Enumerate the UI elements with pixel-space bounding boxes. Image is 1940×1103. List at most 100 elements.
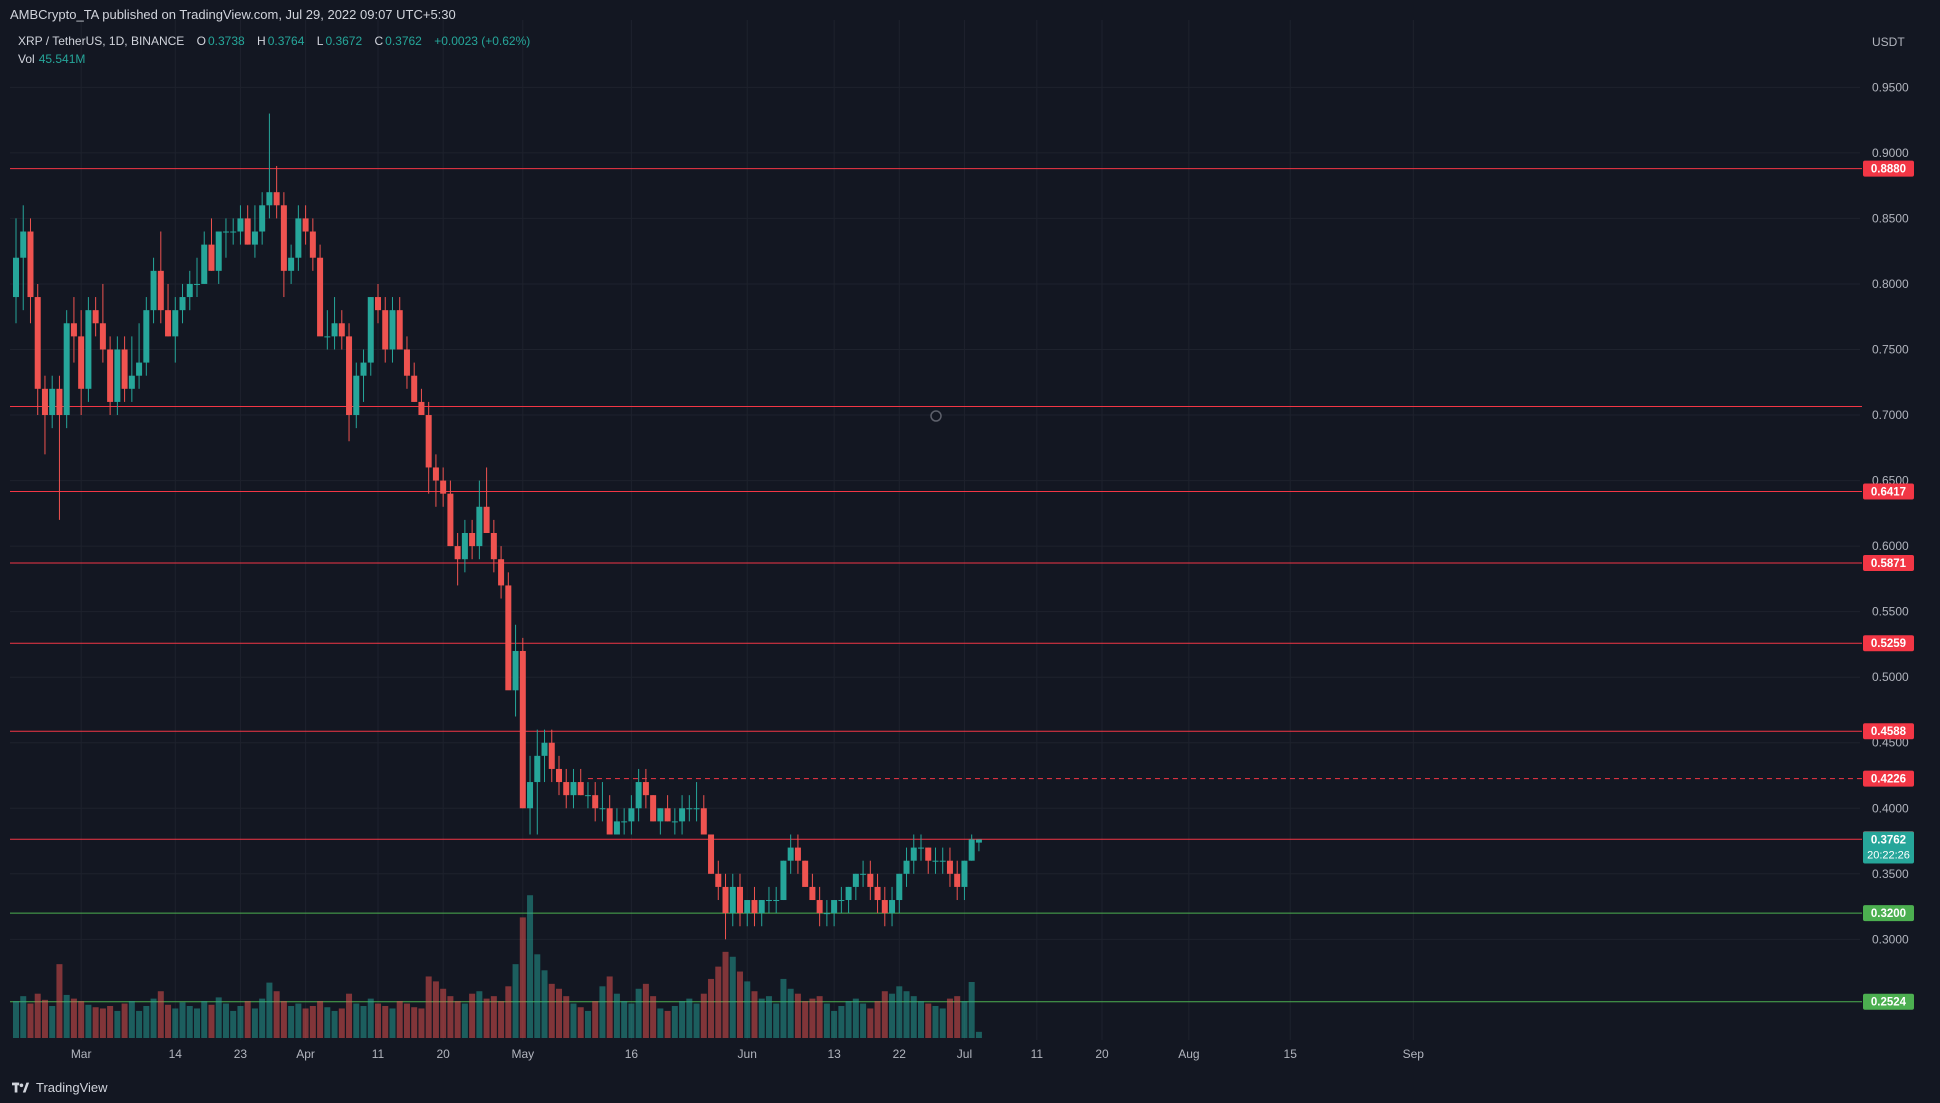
candle-body[interactable] <box>360 362 367 376</box>
candle-body[interactable] <box>309 231 316 258</box>
candle-body[interactable] <box>765 900 772 902</box>
candle-body[interactable] <box>418 401 425 416</box>
candle-body[interactable] <box>628 808 635 822</box>
candle-body[interactable] <box>946 860 953 874</box>
candle-body[interactable] <box>70 323 77 337</box>
candle-body[interactable] <box>671 821 678 823</box>
candle-body[interactable] <box>563 782 570 796</box>
candle-body[interactable] <box>592 795 599 809</box>
candle-body[interactable] <box>838 900 845 902</box>
candle-body[interactable] <box>295 218 302 258</box>
candle-body[interactable] <box>483 506 490 533</box>
candle-body[interactable] <box>375 297 381 311</box>
candle-body[interactable] <box>925 847 932 861</box>
candle-body[interactable] <box>737 886 743 914</box>
candle-body[interactable] <box>642 782 649 796</box>
candle-body[interactable] <box>664 808 671 822</box>
symbol-legend[interactable]: XRP / TetherUS, 1D, BINANCE O 0.3738 H 0.3… <box>18 34 539 48</box>
candle-body[interactable] <box>679 808 686 822</box>
candle-body[interactable] <box>867 873 874 887</box>
candle-body[interactable] <box>114 349 121 402</box>
candle-body[interactable] <box>744 900 751 914</box>
candle-body[interactable] <box>49 388 56 416</box>
candle-body[interactable] <box>584 795 591 797</box>
candle-body[interactable] <box>165 310 172 337</box>
candle-body[interactable] <box>367 297 374 363</box>
candle-body[interactable] <box>382 310 389 350</box>
candle-body[interactable] <box>715 873 722 887</box>
candle-body[interactable] <box>454 546 461 560</box>
candle-body[interactable] <box>425 415 432 468</box>
candle-body[interactable] <box>570 782 577 796</box>
candle-body[interactable] <box>780 860 787 901</box>
candle-body[interactable] <box>889 900 896 914</box>
candle-body[interactable] <box>244 218 251 245</box>
candle-body[interactable] <box>338 323 345 337</box>
candle-body[interactable] <box>259 205 266 232</box>
candle-body[interactable] <box>157 270 164 311</box>
candle-body[interactable] <box>556 768 562 783</box>
candle-body[interactable] <box>852 873 859 887</box>
candle-body[interactable] <box>860 873 867 875</box>
candle-body[interactable] <box>143 310 150 363</box>
candle-body[interactable] <box>932 860 939 862</box>
candle-body[interactable] <box>136 362 143 376</box>
candle-body[interactable] <box>910 847 917 861</box>
candle-body[interactable] <box>56 388 63 416</box>
candle-body[interactable] <box>490 533 497 560</box>
candle-body[interactable] <box>27 231 34 298</box>
candle-body[interactable] <box>92 310 99 324</box>
time-axis[interactable]: Mar 14 23 Apr 11 20 May 16 Jun 13 22 Jul 11 20 Aug 15 Se… <box>71 1047 1424 1061</box>
candle-body[interactable] <box>34 297 41 389</box>
candle-body[interactable] <box>896 873 903 901</box>
candle-body[interactable] <box>476 506 483 547</box>
candle-body[interactable] <box>954 873 961 887</box>
candle-body[interactable] <box>411 375 418 402</box>
candle-body[interactable] <box>823 913 830 915</box>
tradingview-logo[interactable]: TradingView <box>12 1080 108 1095</box>
candle-body[interactable] <box>230 231 237 233</box>
candle-body[interactable] <box>324 336 331 338</box>
candle-body[interactable] <box>613 821 620 835</box>
candle-body[interactable] <box>548 742 555 769</box>
candle-body[interactable] <box>251 231 258 245</box>
candle-body[interactable] <box>657 808 664 822</box>
candle-body[interactable] <box>903 860 910 874</box>
volume-legend[interactable]: Vol 45.541M <box>18 52 85 66</box>
candle-body[interactable] <box>346 336 353 416</box>
candle-body[interactable] <box>288 257 295 271</box>
candle-body[interactable] <box>99 323 106 350</box>
candle-body[interactable] <box>816 900 823 914</box>
candle-body[interactable] <box>686 808 693 810</box>
candle-body[interactable] <box>961 860 968 887</box>
candle-body[interactable] <box>599 808 606 810</box>
candle-body[interactable] <box>541 742 548 756</box>
candle-body[interactable] <box>498 559 505 586</box>
candle-body[interactable] <box>650 795 657 822</box>
candle-body[interactable] <box>128 375 135 389</box>
candle-body[interactable] <box>179 297 186 311</box>
candle-body[interactable] <box>621 821 628 823</box>
candle-body[interactable] <box>302 218 309 232</box>
candle-body[interactable] <box>918 847 924 849</box>
candle-body[interactable] <box>353 375 360 416</box>
candle-body[interactable] <box>85 310 92 389</box>
candle-body[interactable] <box>512 650 519 691</box>
candlesticks[interactable] <box>13 113 982 940</box>
candle-body[interactable] <box>787 847 794 861</box>
candle-body[interactable] <box>237 218 244 232</box>
candle-body[interactable] <box>729 886 736 914</box>
candle-body[interactable] <box>881 900 888 914</box>
symbol-name[interactable]: XRP / TetherUS, 1D, BINANCE <box>18 34 185 48</box>
candle-body[interactable] <box>534 755 541 783</box>
candle-body[interactable] <box>809 886 816 901</box>
candle-body[interactable] <box>396 310 403 350</box>
candle-body[interactable] <box>968 839 975 861</box>
candle-body[interactable] <box>389 310 396 350</box>
candle-body[interactable] <box>440 480 447 494</box>
candle-body[interactable] <box>722 886 729 914</box>
candle-body[interactable] <box>13 257 19 298</box>
candle-body[interactable] <box>273 192 280 206</box>
candle-body[interactable] <box>186 283 193 298</box>
